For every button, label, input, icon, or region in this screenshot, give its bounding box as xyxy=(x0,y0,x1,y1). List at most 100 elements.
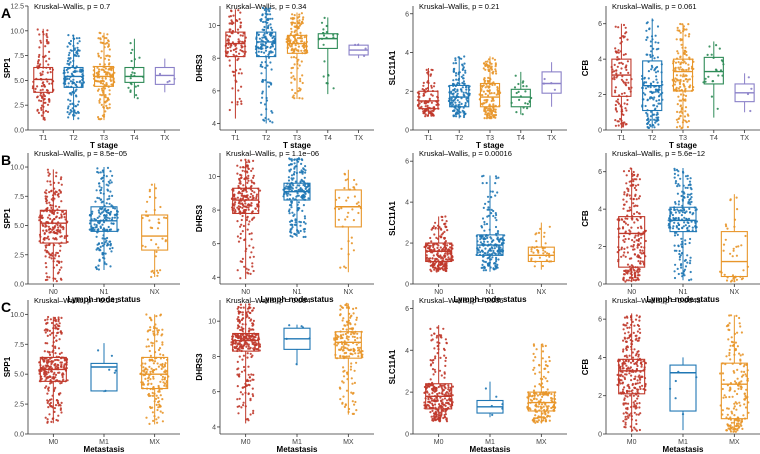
data-point xyxy=(150,275,153,279)
data-point xyxy=(50,360,53,363)
data-point xyxy=(291,211,294,214)
data-point xyxy=(237,310,240,313)
y-tick-label: 0 xyxy=(405,128,409,135)
data-point xyxy=(300,40,304,43)
data-point xyxy=(248,307,251,310)
data-point xyxy=(241,358,244,361)
data-point xyxy=(684,46,687,49)
data-point xyxy=(80,83,83,87)
data-point xyxy=(422,84,425,87)
data-point xyxy=(299,221,302,224)
data-point xyxy=(645,29,648,32)
data-point xyxy=(36,95,39,98)
data-point xyxy=(237,9,240,12)
data-point xyxy=(247,167,250,171)
data-point xyxy=(633,236,636,239)
data-point xyxy=(240,343,243,346)
data-point xyxy=(158,347,162,350)
data-point xyxy=(454,101,457,104)
data-point xyxy=(236,318,239,321)
data-point xyxy=(56,193,59,197)
data-point xyxy=(680,209,683,212)
data-point xyxy=(133,72,136,75)
data-point xyxy=(242,32,245,35)
data-point xyxy=(239,303,242,306)
data-point xyxy=(290,76,293,79)
box-iqr xyxy=(141,214,169,251)
data-point xyxy=(48,353,52,356)
data-point xyxy=(59,231,62,234)
data-point xyxy=(251,378,254,381)
data-point xyxy=(71,102,74,105)
data-point xyxy=(484,269,488,272)
data-point xyxy=(620,67,623,70)
data-point xyxy=(625,68,628,71)
data-point xyxy=(163,216,166,219)
data-point xyxy=(239,232,242,235)
data-point xyxy=(105,82,108,85)
y-tick-label: 4 xyxy=(212,121,216,128)
data-point xyxy=(100,87,103,90)
data-point xyxy=(60,365,63,368)
data-point xyxy=(53,230,56,233)
data-point xyxy=(682,208,686,211)
x-tick-label: M1 xyxy=(99,439,109,446)
data-point xyxy=(291,21,294,24)
data-point xyxy=(494,264,497,267)
y-axis-label: CFB xyxy=(581,60,590,77)
data-point xyxy=(255,195,258,198)
data-point xyxy=(161,398,164,401)
data-point xyxy=(244,202,247,205)
data-point xyxy=(483,99,486,102)
data-point xyxy=(615,110,619,113)
data-point xyxy=(687,35,691,38)
data-point xyxy=(262,28,266,31)
data-point xyxy=(493,92,496,95)
data-point xyxy=(98,99,101,102)
data-point xyxy=(261,90,264,93)
data-point xyxy=(249,195,252,199)
data-point xyxy=(460,57,463,60)
data-point xyxy=(108,93,111,96)
data-point xyxy=(236,307,239,310)
data-point xyxy=(97,242,101,245)
data-point xyxy=(683,28,686,31)
data-point xyxy=(238,405,241,408)
data-point xyxy=(614,86,618,89)
data-point xyxy=(624,65,628,69)
data-point xyxy=(153,360,157,363)
data-point xyxy=(485,117,488,120)
data-point xyxy=(57,414,60,417)
data-point xyxy=(300,162,303,165)
data-point xyxy=(689,237,692,241)
data-point xyxy=(678,82,682,86)
data-point xyxy=(622,207,625,210)
data-point xyxy=(300,325,303,328)
data-point xyxy=(364,47,367,50)
data-point xyxy=(50,321,54,325)
data-point xyxy=(439,246,442,249)
data-point xyxy=(637,274,640,277)
data-point xyxy=(626,38,629,41)
data-point xyxy=(686,186,689,189)
data-point xyxy=(46,71,49,74)
data-point xyxy=(624,255,627,258)
data-point xyxy=(423,110,427,113)
data-point xyxy=(464,69,467,72)
data-point xyxy=(626,223,630,226)
data-point xyxy=(48,227,51,230)
box-iqr xyxy=(611,58,632,97)
data-point xyxy=(104,77,107,80)
data-point xyxy=(651,91,654,94)
data-point xyxy=(46,350,49,353)
box-n0 xyxy=(38,168,69,283)
data-point xyxy=(157,246,160,249)
data-point xyxy=(486,215,489,218)
box-t3 xyxy=(671,22,695,130)
box-mx xyxy=(333,302,364,415)
data-point xyxy=(248,376,251,379)
data-point xyxy=(48,201,51,204)
data-point xyxy=(62,378,65,381)
data-point xyxy=(63,235,67,238)
